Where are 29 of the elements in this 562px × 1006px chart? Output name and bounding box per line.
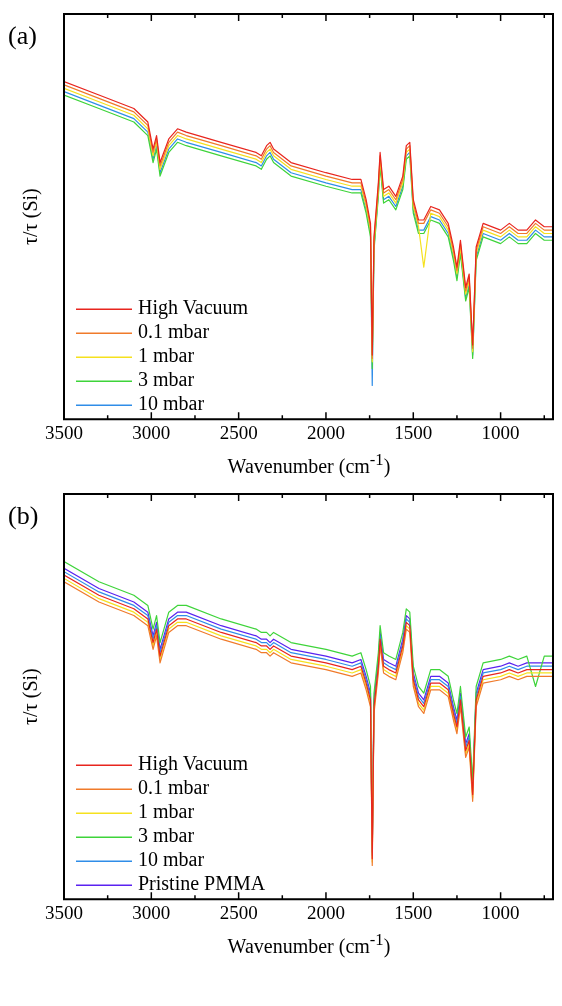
x-tick-label: 2000 <box>306 421 345 443</box>
chart-title: (a) <box>8 20 37 50</box>
x-tick-label: 2500 <box>219 901 258 923</box>
legend-label: 10 mbar <box>138 848 205 871</box>
y-axis-title: τ/τ (Si) <box>19 667 43 725</box>
legend-label: 3 mbar <box>138 824 195 847</box>
legend-label: 10 mbar <box>138 392 205 415</box>
x-tick-label: 3500 <box>45 901 83 923</box>
x-tick-label: 2500 <box>219 421 258 443</box>
y-axis-title: τ/τ (Si) <box>19 188 43 245</box>
x-tick-label: 1500 <box>394 901 433 923</box>
x-tick-label: 3000 <box>132 901 171 923</box>
legend-label: 0.1 mbar <box>138 320 210 343</box>
legend-label: Pristine PMMA <box>138 872 266 895</box>
x-tick-label: 1500 <box>394 421 433 443</box>
chart-title: (b) <box>8 500 39 530</box>
legend-label: High Vacuum <box>138 752 249 776</box>
legend-label: 0.1 mbar <box>138 776 210 799</box>
legend-label: 1 mbar <box>138 800 195 823</box>
x-tick-label: 1000 <box>481 421 520 443</box>
legend-label: 1 mbar <box>138 344 195 367</box>
x-tick-label: 1000 <box>481 901 520 923</box>
x-tick-label: 3500 <box>45 421 83 443</box>
x-tick-label: 2000 <box>306 901 345 923</box>
x-tick-label: 3000 <box>132 421 171 443</box>
legend-label: High Vacuum <box>138 296 249 320</box>
x-axis-title: Wavenumber (cm$^{-1}$) <box>226 450 392 478</box>
legend-label: 3 mbar <box>138 368 195 391</box>
x-axis-title: Wavenumber (cm$^{-1}$) <box>226 929 392 958</box>
